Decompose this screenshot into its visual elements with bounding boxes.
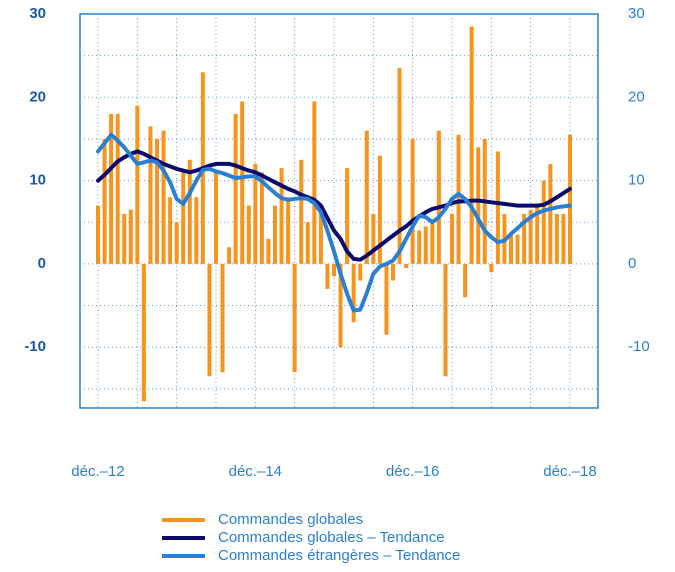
trend-line	[96, 132, 572, 313]
y-tick-label: 20	[29, 88, 46, 105]
legend-label: Commandes globales – Tendance	[218, 529, 445, 546]
bar	[528, 209, 533, 264]
bar	[233, 113, 238, 264]
bar	[227, 247, 232, 264]
legend-label: Commandes globales	[218, 511, 363, 528]
y-tick-label: 0	[38, 255, 46, 272]
bar	[535, 205, 540, 264]
bar	[450, 213, 454, 264]
bar	[318, 205, 323, 264]
bar	[371, 213, 376, 264]
bar	[266, 238, 271, 264]
bar	[292, 263, 297, 373]
bar	[299, 159, 304, 264]
bar	[273, 205, 277, 264]
bar	[548, 163, 553, 264]
plot-frame	[79, 13, 599, 409]
bar	[141, 263, 146, 402]
bar	[436, 130, 441, 264]
bar	[102, 138, 107, 264]
bar	[554, 213, 559, 264]
bar	[259, 172, 264, 264]
bar	[187, 159, 192, 264]
bar	[161, 130, 166, 264]
y2-tick-label: 0	[628, 255, 636, 272]
bar	[155, 138, 159, 264]
bar	[207, 263, 212, 377]
bar	[115, 113, 120, 264]
bar	[561, 213, 566, 264]
bar	[286, 197, 291, 264]
bar	[312, 101, 317, 264]
bar	[443, 263, 448, 377]
bar	[391, 263, 395, 281]
bar	[194, 197, 199, 264]
bar	[377, 155, 382, 264]
bar	[515, 234, 520, 264]
bar	[240, 101, 245, 264]
bar	[109, 113, 114, 264]
x-tick-label: déc.–12	[71, 463, 124, 480]
bar	[332, 263, 336, 277]
bar	[384, 263, 389, 335]
bar	[410, 138, 415, 264]
bar	[135, 105, 140, 264]
bar	[253, 163, 258, 264]
bar	[246, 205, 251, 264]
y2-tick-label: -10	[628, 338, 650, 355]
bar	[214, 172, 218, 264]
bar	[509, 234, 513, 264]
bar	[168, 197, 173, 264]
bar	[469, 26, 474, 264]
bar	[495, 151, 500, 264]
x-tick-label: déc.–18	[543, 463, 596, 480]
y-tick-label: 10	[29, 172, 46, 189]
bar	[96, 205, 100, 264]
bar	[456, 134, 461, 264]
bar	[305, 222, 310, 264]
bar	[397, 68, 402, 264]
bar	[338, 263, 343, 348]
bar	[351, 263, 356, 323]
bar	[181, 172, 186, 264]
bar	[358, 263, 363, 281]
bar	[174, 222, 179, 264]
bar	[325, 263, 330, 289]
trend-line	[96, 149, 572, 262]
y2-tick-label: 20	[628, 88, 645, 105]
bar	[476, 147, 481, 264]
bar	[128, 209, 133, 264]
y2-tick-label: 30	[628, 5, 645, 22]
y-tick-label: 30	[29, 5, 46, 22]
y2-tick-label: 10	[628, 172, 645, 189]
bar	[345, 168, 350, 264]
bar	[522, 213, 527, 264]
bar	[148, 126, 153, 264]
bar	[541, 180, 546, 264]
bar	[417, 230, 422, 264]
x-tick-label: déc.–14	[229, 463, 282, 480]
x-tick-label: déc.–16	[386, 463, 439, 480]
bar	[430, 222, 435, 264]
bar	[489, 263, 494, 273]
bar	[220, 263, 225, 373]
bar	[404, 263, 409, 269]
bar	[364, 130, 369, 264]
bar	[423, 226, 428, 264]
legend-label: Commandes étrangères – Tendance	[218, 547, 460, 564]
y-tick-label: -10	[24, 338, 46, 355]
bar	[568, 134, 572, 264]
bar	[122, 213, 127, 264]
bar	[279, 168, 284, 264]
bar	[463, 263, 468, 298]
